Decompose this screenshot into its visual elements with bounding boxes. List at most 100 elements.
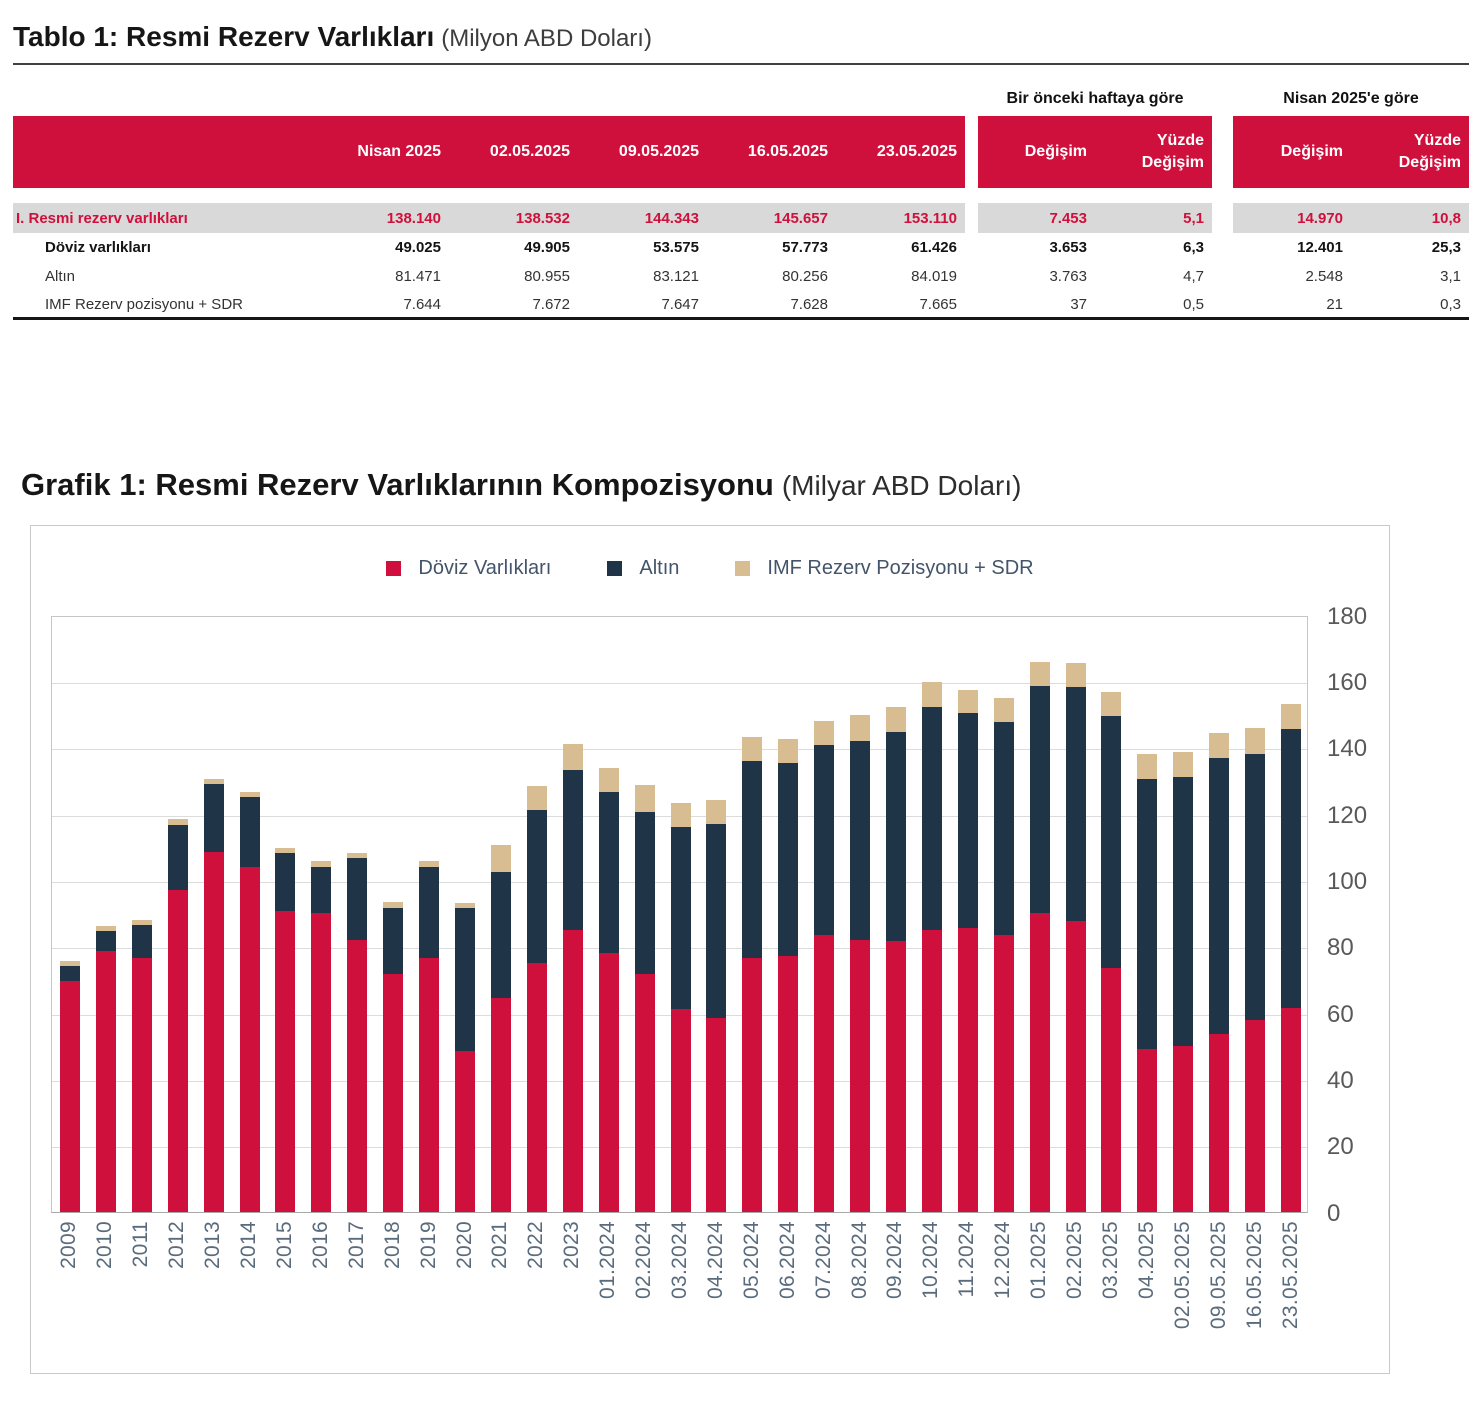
bar-segment-gold xyxy=(742,761,763,958)
bar-segment-imf-sdr xyxy=(239,792,260,797)
bar-segment-imf-sdr xyxy=(275,848,296,854)
x-axis-tick-label: 11.2024 xyxy=(955,1220,979,1298)
stacked-bar-2021 xyxy=(490,845,511,1212)
bar-segment-imf-sdr xyxy=(742,736,763,762)
stacked-bar-04.2025 xyxy=(1137,753,1158,1212)
chart-legend: Döviz Varlıkları Altın IMF Rezerv Pozisyon… xyxy=(31,540,1389,598)
group-header-weekly-label: Bir önceki haftaya göre xyxy=(1006,89,1184,107)
x-axis-tick-label: 2023 xyxy=(560,1220,584,1269)
x-axis-tick-label: 2014 xyxy=(237,1220,261,1269)
bar-segment-fx xyxy=(814,934,835,1212)
bar-segment-fx xyxy=(311,913,332,1212)
bar-segment-fx xyxy=(1245,1019,1266,1212)
stacked-bar-08.2024 xyxy=(850,715,871,1212)
x-axis-label-slot: 2020 xyxy=(446,1221,482,1366)
monthly-change-cell: 2.548 xyxy=(1305,268,1343,286)
x-axis-tick-label: 01.2025 xyxy=(1027,1220,1051,1299)
legend-label: IMF Rezerv Pozisyonu + SDR xyxy=(767,557,1034,580)
stacked-bar-04.2024 xyxy=(706,799,727,1212)
row-label: I. Resmi rezerv varlıkları xyxy=(13,203,320,234)
bar-segment-gold xyxy=(634,811,655,975)
bar-segment-fx xyxy=(275,911,296,1212)
x-axis-tick-label: 04.2024 xyxy=(703,1220,727,1299)
value-cell: 81.471 xyxy=(395,268,441,286)
x-axis-tick-label: 03.2025 xyxy=(1098,1220,1122,1299)
header-date-3: 09.05.2025 xyxy=(578,116,707,189)
weekly-change-cell: 3.763 xyxy=(1049,268,1087,286)
bar-segment-gold xyxy=(1209,758,1230,1034)
stacked-bar-2018 xyxy=(383,902,404,1212)
value-cell: 7.647 xyxy=(578,291,707,321)
bar-segment-fx xyxy=(526,962,547,1212)
stacked-bar-03.2024 xyxy=(670,802,691,1212)
bar-segment-gold xyxy=(885,732,906,942)
bar-segment-imf-sdr xyxy=(1137,753,1158,779)
stacked-bar-2012 xyxy=(167,818,188,1212)
bar-segment-imf-sdr xyxy=(850,715,871,741)
weekly-change-cell: 3.653 xyxy=(1049,239,1087,257)
stacked-bar-2017 xyxy=(347,853,368,1212)
y-axis-tick-label: 100 xyxy=(1327,867,1368,895)
y-axis-tick-label: 160 xyxy=(1327,668,1368,696)
bar-segment-gold xyxy=(490,871,511,998)
x-axis-label-slot: 2010 xyxy=(87,1221,123,1366)
value-cell: 145.657 xyxy=(707,203,836,234)
value-cell: 49.905 xyxy=(524,239,570,257)
stacked-bar-01.2025 xyxy=(1029,661,1050,1212)
x-axis-tick-label: 2010 xyxy=(93,1220,117,1269)
chart-box: Döviz Varlıkları Altın IMF Rezerv Pozisyon… xyxy=(30,524,1390,1374)
stacked-bar-10.2024 xyxy=(921,682,942,1212)
legend-item: Altın xyxy=(607,557,679,580)
bar-segment-fx xyxy=(993,934,1014,1212)
bar-segment-imf-sdr xyxy=(1245,728,1266,754)
gridline xyxy=(52,749,1307,751)
stacked-bar-03.2025 xyxy=(1101,691,1122,1212)
x-axis-label-slot: 01.2024 xyxy=(590,1221,626,1366)
reserves-table: Bir önceki haftaya göre Nisan 2025'e göre… xyxy=(13,66,1469,321)
bar-segment-fx xyxy=(1209,1033,1230,1212)
stacked-bar-2013 xyxy=(203,778,224,1212)
bar-segment-fx xyxy=(1173,1046,1194,1212)
bar-segment-imf-sdr xyxy=(1173,751,1194,778)
bar-segment-imf-sdr xyxy=(1101,691,1122,716)
stacked-bar-02.2024 xyxy=(634,785,655,1212)
gap-cell xyxy=(1212,291,1233,321)
header-date-4: 16.05.2025 xyxy=(707,116,836,189)
x-axis-tick-label: 2017 xyxy=(344,1220,368,1269)
x-axis-tick-label: 2013 xyxy=(201,1220,225,1269)
value-cell: 7.644 xyxy=(320,291,449,321)
group-header-weekly: Bir önceki haftaya göre xyxy=(978,66,1212,116)
x-axis-label-slot: 03.2025 xyxy=(1093,1221,1129,1366)
value-cell: 80.955 xyxy=(524,268,570,286)
bar-segment-imf-sdr xyxy=(706,799,727,825)
x-axis-label-slot: 11.2024 xyxy=(949,1221,985,1366)
stacked-bar-02.05.2025 xyxy=(1173,751,1194,1212)
header-change-monthly: Değişim xyxy=(1233,116,1351,189)
legend-swatch-icon xyxy=(607,561,623,577)
stacked-bar-2022 xyxy=(526,785,547,1212)
bar-segment-fx xyxy=(706,1017,727,1212)
chart-title-text: Grafik 1: Resmi Rezerv Varlıklarının Kom… xyxy=(21,467,774,503)
bar-segment-gold xyxy=(131,924,152,958)
value-cell: 7.665 xyxy=(836,291,965,321)
row-label: Döviz varlıkları xyxy=(45,239,151,257)
x-axis-tick-label: 06.2024 xyxy=(775,1220,799,1299)
header-rowlabel-cell xyxy=(13,116,320,189)
bar-segment-imf-sdr xyxy=(1029,661,1050,686)
x-axis-tick-label: 12.2024 xyxy=(991,1220,1015,1299)
bar-segment-imf-sdr xyxy=(131,919,152,925)
bar-segment-gold xyxy=(921,706,942,930)
header-date-2: 02.05.2025 xyxy=(449,116,578,189)
bar-segment-gold xyxy=(1173,777,1194,1047)
weekly-change-cell: 37 xyxy=(978,291,1095,321)
legend-item: IMF Rezerv Pozisyonu + SDR xyxy=(735,557,1034,580)
header-date-1: Nisan 2025 xyxy=(320,116,449,189)
x-axis-tick-label: 23.05.2025 xyxy=(1278,1220,1302,1329)
x-axis-label-slot: 2021 xyxy=(482,1221,518,1366)
y-axis-tick-label: 20 xyxy=(1327,1133,1354,1161)
row-label: Altın xyxy=(45,268,76,286)
bar-segment-gold xyxy=(598,792,619,953)
x-axis-tick-label: 09.2024 xyxy=(883,1220,907,1299)
stacked-bar-02.2025 xyxy=(1065,662,1086,1212)
